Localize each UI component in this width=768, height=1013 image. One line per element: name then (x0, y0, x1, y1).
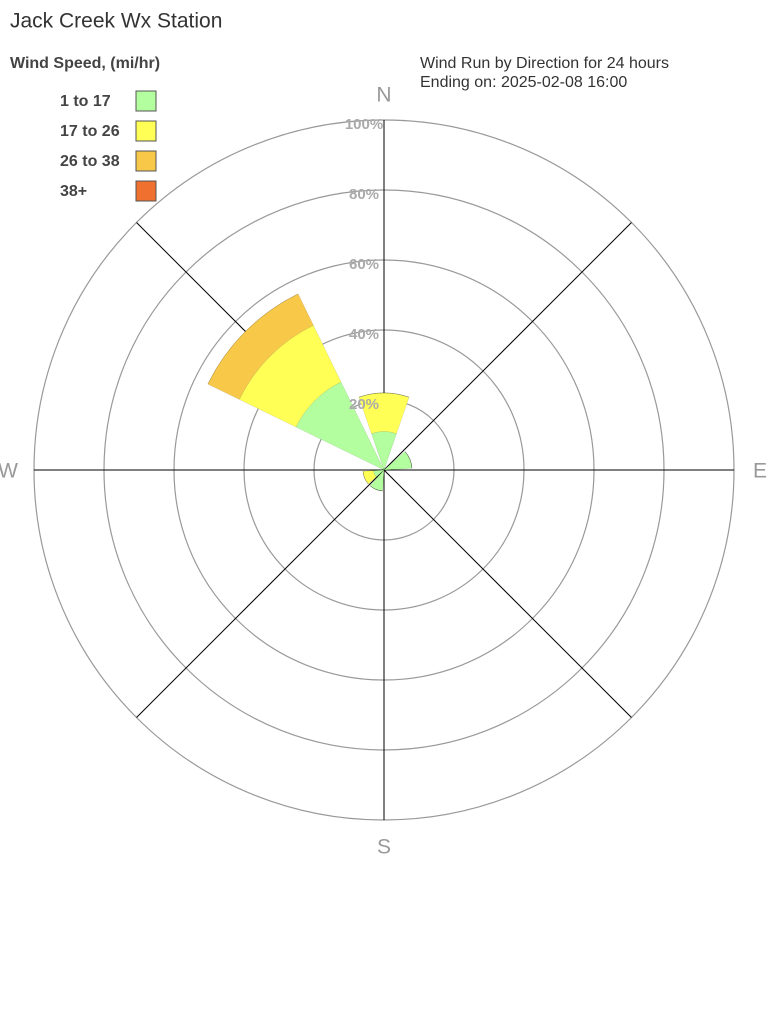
compass-label: S (377, 836, 391, 859)
legend-label: 38+ (60, 183, 87, 200)
r-tick-label: 40% (349, 326, 379, 343)
wedge (238, 324, 342, 428)
wedge (207, 293, 314, 400)
compass-label: W (0, 460, 18, 483)
legend-label: 17 to 26 (60, 123, 120, 140)
subtitle: Wind Run by Direction for 24 hours (420, 55, 669, 72)
wedge (207, 293, 299, 385)
legend-swatch (135, 180, 157, 202)
wedge (369, 469, 385, 492)
legend-swatch (135, 90, 157, 112)
legend-label: 1 to 17 (60, 93, 111, 110)
legend-title: Wind Speed, (mi/hr) (10, 55, 160, 72)
r-tick-label: 60% (349, 256, 379, 273)
r-tick-label: 20% (349, 396, 379, 413)
legend-label: 26 to 38 (60, 153, 120, 170)
wedge (371, 431, 397, 471)
wedge (404, 451, 413, 469)
subtitle: Ending on: 2025-02-08 16:00 (420, 74, 627, 91)
legend-swatch (135, 120, 157, 142)
wedge (369, 485, 383, 492)
chart-title: Jack Creek Wx Station (10, 10, 222, 33)
compass-label: N (376, 84, 391, 107)
wedge (362, 470, 377, 485)
wedge (358, 392, 410, 434)
r-tick-label: 100% (345, 116, 383, 133)
wedge (383, 451, 413, 471)
legend-swatch (135, 150, 157, 172)
r-tick-label: 80% (349, 186, 379, 203)
compass-label: E (753, 460, 767, 483)
